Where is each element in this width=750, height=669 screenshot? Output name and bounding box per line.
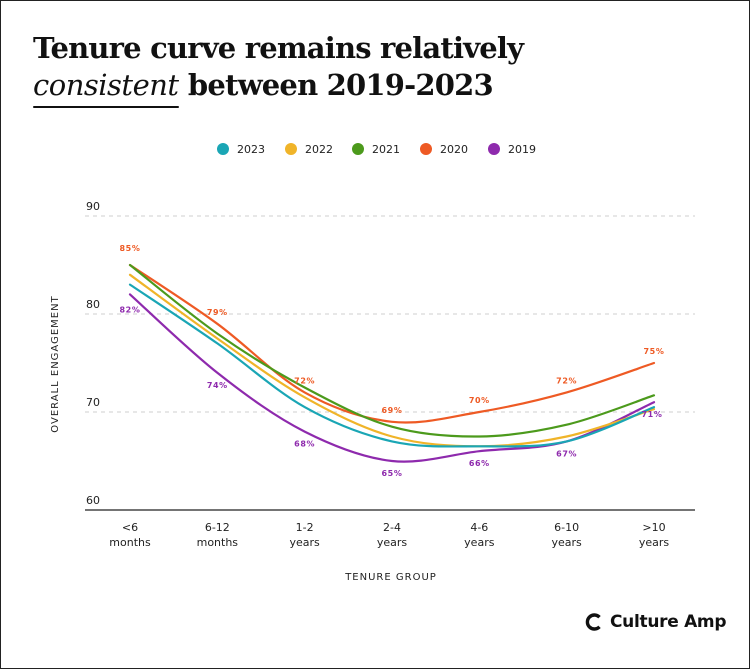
x-tick-label: 2-4 years	[377, 521, 408, 549]
legend-swatch	[285, 143, 297, 155]
data-label-2019: 67%	[556, 449, 577, 458]
data-label-2019: 65%	[382, 469, 403, 478]
chart-title: Tenure curve remains relatively consiste…	[33, 30, 524, 108]
culture-amp-logo: Culture Amp	[584, 612, 727, 632]
data-label-2020: 70%	[469, 396, 490, 405]
series-lines	[128, 263, 656, 463]
legend: 2023 2022 2021 2020 2019	[217, 143, 536, 156]
x-tick-label: 6-12 months	[197, 521, 239, 549]
data-label-2020: 79%	[207, 308, 228, 317]
title-handwritten-word: consistent	[33, 67, 179, 108]
data-labels: 85% 79% 72% 69% 70% 72% 75% 82% 74% 68% 65% 66% 67% 7…	[120, 244, 665, 478]
series-line-2020	[128, 263, 656, 424]
series-line-2022	[128, 273, 656, 448]
legend-item-2023[interactable]: 2023	[217, 143, 265, 156]
x-axis-ticks: <6 months 6-12 months 1-2 years 2-4 years 4-6 yea…	[109, 521, 669, 549]
x-axis-label: TENURE GROUP	[344, 572, 437, 583]
data-label-2019: 68%	[294, 440, 315, 449]
data-label-2020: 72%	[294, 376, 315, 385]
y-tick-label: 60	[86, 494, 100, 507]
legend-label: 2019	[508, 143, 536, 156]
legend-label: 2020	[440, 143, 468, 156]
legend-label: 2021	[372, 143, 400, 156]
legend-swatch	[352, 143, 364, 155]
x-tick-label: 4-6 years	[464, 521, 495, 549]
x-tick-label: 6-10 years	[552, 521, 583, 549]
data-label-2019: 71%	[642, 410, 663, 419]
legend-item-2019[interactable]: 2019	[488, 143, 536, 156]
legend-swatch	[217, 143, 229, 155]
series-line-2021	[128, 263, 656, 438]
data-label-2020: 85%	[120, 244, 141, 253]
handwritten-underline	[33, 106, 179, 108]
y-tick-label: 80	[86, 298, 100, 311]
data-label-2019: 82%	[120, 305, 141, 314]
legend-swatch	[488, 143, 500, 155]
series-line-2023	[128, 283, 656, 448]
legend-item-2020[interactable]: 2020	[420, 143, 468, 156]
data-label-2020: 72%	[556, 376, 577, 385]
data-label-2020: 75%	[644, 347, 665, 356]
culture-amp-logo-icon	[585, 613, 601, 631]
x-tick-label: <6 months	[109, 521, 151, 549]
y-tick-label: 70	[86, 396, 100, 409]
brand-name: Culture Amp	[610, 612, 727, 632]
legend-swatch	[420, 143, 432, 155]
y-tick-label: 90	[86, 200, 100, 213]
y-axis-ticks: 60 70 80 90	[86, 200, 100, 507]
legend-item-2022[interactable]: 2022	[285, 143, 333, 156]
grid-lines	[85, 215, 695, 511]
legend-label: 2023	[237, 143, 265, 156]
data-label-2019: 74%	[207, 381, 228, 390]
title-line-2-rest: between 2019-2023	[178, 68, 494, 102]
legend-item-2021[interactable]: 2021	[352, 143, 400, 156]
legend-label: 2022	[305, 143, 333, 156]
title-line-1: Tenure curve remains relatively	[33, 31, 524, 65]
x-tick-label: >10 years	[639, 521, 670, 549]
title-line-2: consistent between 2019-2023	[33, 67, 523, 108]
y-axis-label: OVERALL ENGAGEMENT	[50, 295, 61, 432]
data-label-2020: 69%	[382, 406, 403, 415]
x-tick-label: 1-2 years	[290, 521, 321, 549]
data-label-2019: 66%	[469, 459, 490, 468]
